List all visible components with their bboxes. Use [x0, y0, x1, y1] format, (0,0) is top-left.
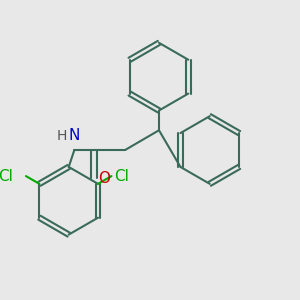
Text: N: N: [69, 128, 80, 143]
Text: H: H: [56, 129, 67, 143]
Text: O: O: [98, 171, 110, 186]
Text: Cl: Cl: [0, 169, 13, 184]
Text: Cl: Cl: [114, 169, 129, 184]
